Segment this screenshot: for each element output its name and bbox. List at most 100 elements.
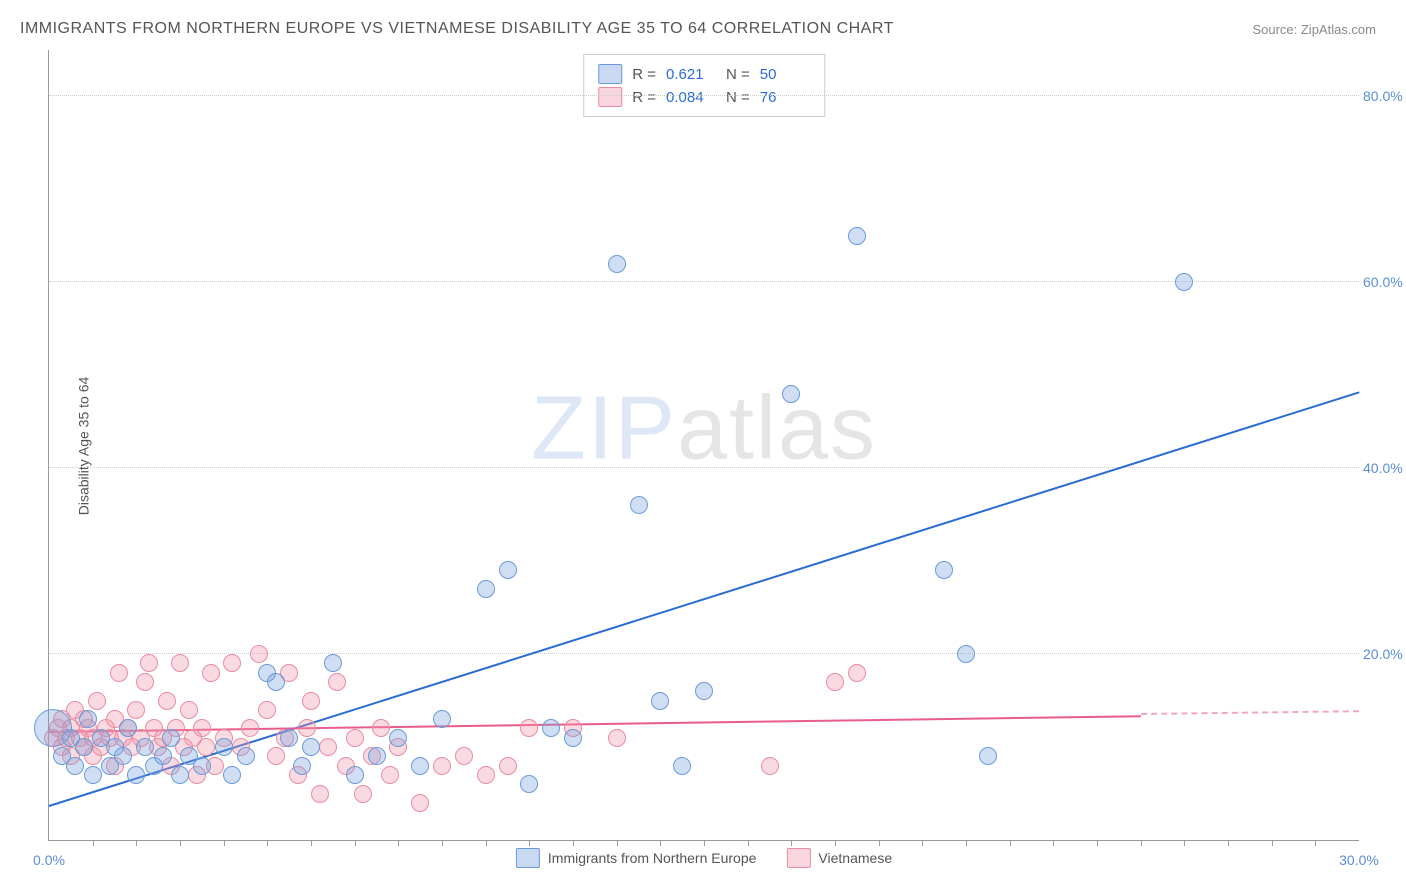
data-point [162, 729, 180, 747]
data-point [542, 719, 560, 737]
data-point [630, 496, 648, 514]
data-point [136, 673, 154, 691]
data-point [193, 757, 211, 775]
chart-title: IMMIGRANTS FROM NORTHERN EUROPE VS VIETN… [20, 20, 894, 38]
data-point [761, 757, 779, 775]
x-tick-mark [1097, 840, 1098, 846]
x-tick-mark [573, 840, 574, 846]
x-tick-mark [879, 840, 880, 846]
data-point [328, 673, 346, 691]
data-point [280, 729, 298, 747]
data-point [302, 692, 320, 710]
x-tick-mark [835, 840, 836, 846]
data-point [935, 561, 953, 579]
data-point [267, 747, 285, 765]
data-point [848, 227, 866, 245]
data-point [433, 710, 451, 728]
data-point [75, 738, 93, 756]
gridline [49, 467, 1359, 468]
x-tick-mark [1053, 840, 1054, 846]
data-point [411, 757, 429, 775]
correlation-stats-box: R = 0.621 N = 50 R = 0.084 N = 76 [583, 54, 825, 117]
data-point [250, 645, 268, 663]
y-tick-label: 40.0% [1363, 460, 1406, 476]
r-value-blue: 0.621 [666, 66, 716, 83]
data-point [140, 654, 158, 672]
y-tick-label: 80.0% [1363, 88, 1406, 104]
x-tick-mark [922, 840, 923, 846]
data-point [136, 738, 154, 756]
data-point [302, 738, 320, 756]
x-tick-mark [398, 840, 399, 846]
chart-plot-area: ZIPatlas R = 0.621 N = 50 R = 0.084 N = … [48, 50, 1359, 841]
source-prefix: Source: [1252, 22, 1300, 37]
x-tick-mark [93, 840, 94, 846]
data-point [957, 645, 975, 663]
data-point [171, 766, 189, 784]
watermark-atlas: atlas [677, 379, 877, 479]
data-point [110, 664, 128, 682]
data-point [782, 385, 800, 403]
n-value-pink: 76 [760, 89, 810, 106]
data-point [381, 766, 399, 784]
x-tick-mark [311, 840, 312, 846]
data-point [223, 654, 241, 672]
data-point [127, 766, 145, 784]
r-value-pink: 0.084 [666, 89, 716, 106]
x-tick-mark [136, 840, 137, 846]
x-tick-mark [1272, 840, 1273, 846]
data-point [119, 719, 137, 737]
y-tick-label: 60.0% [1363, 274, 1406, 290]
legend-label-blue: Immigrants from Northern Europe [548, 850, 757, 866]
data-point [651, 692, 669, 710]
source-attribution: Source: ZipAtlas.com [1252, 22, 1376, 37]
data-point [171, 654, 189, 672]
x-tick-label: 0.0% [33, 852, 65, 868]
legend-item-pink: Vietnamese [786, 848, 892, 868]
legend-item-blue: Immigrants from Northern Europe [516, 848, 757, 868]
x-tick-mark [966, 840, 967, 846]
data-point [433, 757, 451, 775]
x-tick-mark [1315, 840, 1316, 846]
data-point [695, 682, 713, 700]
data-point [608, 255, 626, 273]
data-point [319, 738, 337, 756]
data-point [499, 561, 517, 579]
data-point [608, 729, 626, 747]
data-point [1175, 273, 1193, 291]
data-point [114, 747, 132, 765]
data-point [127, 701, 145, 719]
r-label: R = [632, 89, 656, 106]
x-tick-mark [267, 840, 268, 846]
data-point [193, 719, 211, 737]
x-tick-mark [529, 840, 530, 846]
data-point [84, 766, 102, 784]
data-point [979, 747, 997, 765]
x-tick-label: 30.0% [1339, 852, 1379, 868]
legend-label-pink: Vietnamese [818, 850, 892, 866]
trend-line [49, 715, 1141, 733]
data-point [372, 719, 390, 737]
x-tick-mark [748, 840, 749, 846]
data-point [258, 701, 276, 719]
data-point [848, 664, 866, 682]
data-point [293, 757, 311, 775]
data-point [368, 747, 386, 765]
data-point [158, 692, 176, 710]
data-point [455, 747, 473, 765]
swatch-pink-icon [786, 848, 810, 868]
x-tick-mark [224, 840, 225, 846]
data-point [520, 719, 538, 737]
source-link[interactable]: ZipAtlas.com [1301, 22, 1376, 37]
legend: Immigrants from Northern Europe Vietname… [516, 848, 892, 868]
data-point [673, 757, 691, 775]
stats-row-blue: R = 0.621 N = 50 [598, 64, 810, 84]
watermark-zip: ZIP [531, 379, 677, 479]
x-tick-mark [660, 840, 661, 846]
x-tick-mark [180, 840, 181, 846]
x-tick-mark [617, 840, 618, 846]
data-point [346, 766, 364, 784]
data-point [298, 719, 316, 737]
trend-line [1141, 711, 1359, 718]
data-point [202, 664, 220, 682]
